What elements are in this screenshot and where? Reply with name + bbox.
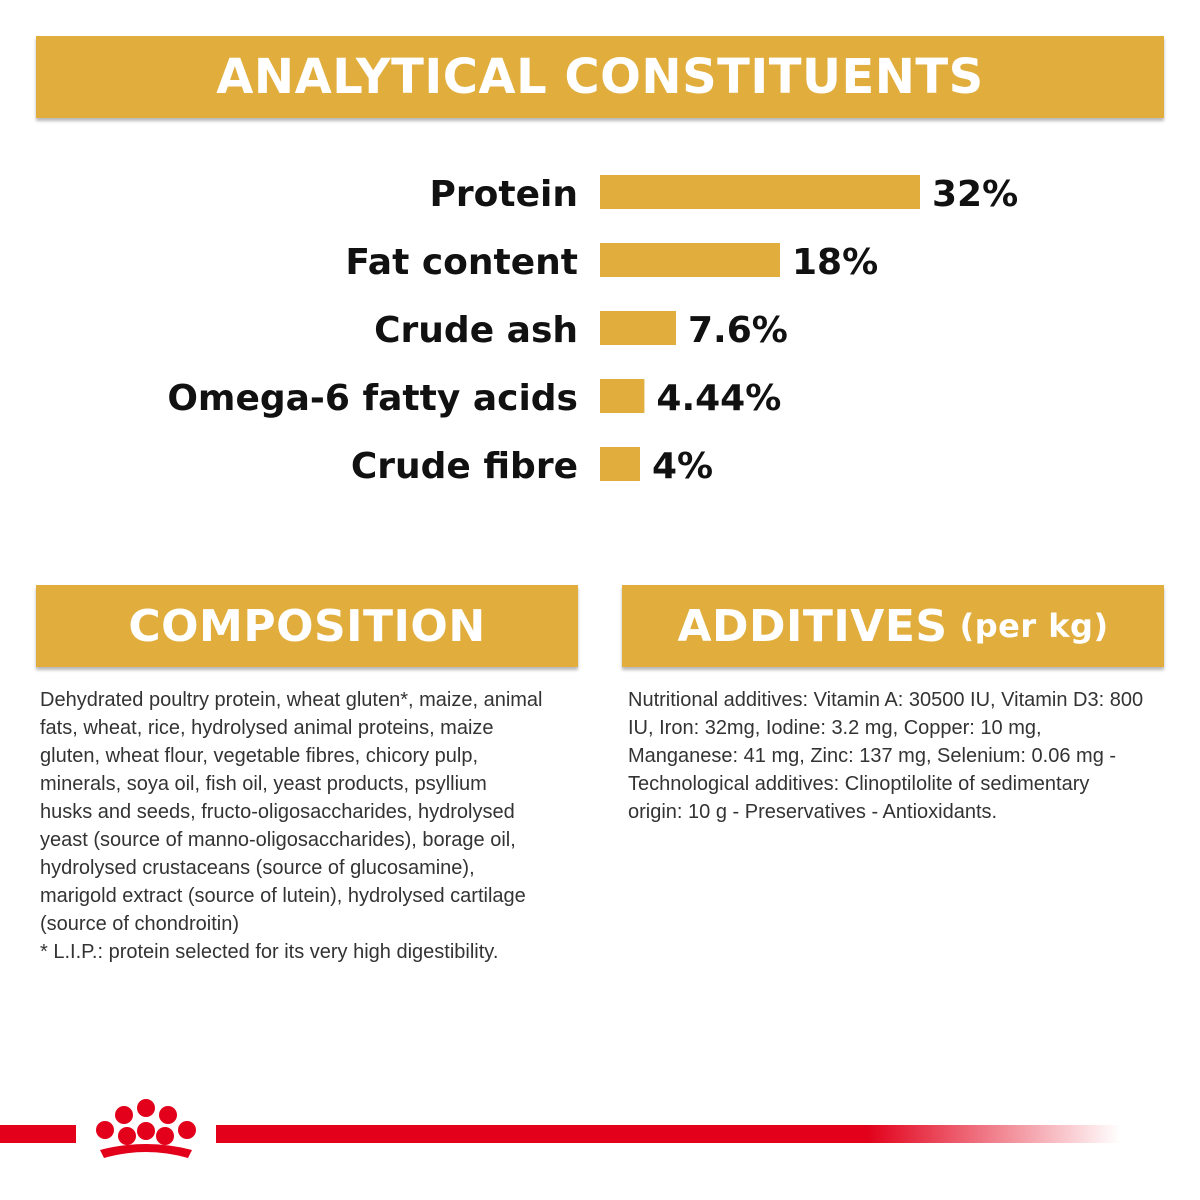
bar xyxy=(600,379,645,413)
bar xyxy=(600,243,780,277)
composition-text-line: * L.I.P.: protein selected for its very … xyxy=(40,941,499,963)
additives-text-line: Technological additives: Clinoptilolite … xyxy=(628,773,1090,795)
composition-text-line: fats, wheat, rice, hydrolysed animal pro… xyxy=(40,717,494,739)
additives-banner: ADDITIVES (per kg) xyxy=(622,585,1164,667)
composition-text: Dehydrated poultry protein, wheat gluten… xyxy=(40,686,580,966)
value-label: 18% xyxy=(792,242,878,283)
composition-text-line: gluten, wheat flour, vegetable fibres, c… xyxy=(40,745,479,767)
composition-text-line: Dehydrated poultry protein, wheat gluten… xyxy=(40,689,543,711)
category-label: Crude ash xyxy=(374,310,578,351)
composition-text-line: husks and seeds, fructo-oligosaccharides… xyxy=(40,801,515,823)
category-label: Protein xyxy=(430,174,578,215)
footer-line-right xyxy=(216,1125,1120,1143)
composition-text-line: (source of chondroitin) xyxy=(40,913,239,935)
category-label: Fat content xyxy=(345,242,578,283)
brand-footer xyxy=(0,1099,1120,1158)
analytical-constituents-title: ANALYTICAL CONSTITUENTS xyxy=(216,49,984,105)
bar xyxy=(600,311,676,345)
composition-banner: COMPOSITION xyxy=(36,585,578,667)
analytical-constituents-banner: ANALYTICAL CONSTITUENTS xyxy=(36,36,1164,118)
composition-title: COMPOSITION xyxy=(128,600,486,652)
additives-text-line: Nutritional additives: Vitamin A: 30500 … xyxy=(628,689,1144,711)
composition-text-line: yeast (source of manno-oligosaccharides)… xyxy=(40,829,516,851)
additives-text: Nutritional additives: Vitamin A: 30500 … xyxy=(628,686,1168,826)
value-label: 4.44% xyxy=(656,378,781,419)
value-label: 32% xyxy=(932,174,1018,215)
bar xyxy=(600,447,640,481)
category-label: Omega-6 fatty acids xyxy=(167,378,578,419)
additives-title-suffix: (per kg) xyxy=(959,607,1109,645)
value-label: 7.6% xyxy=(688,310,788,351)
royal-canin-crown-icon xyxy=(96,1099,196,1158)
value-label: 4% xyxy=(652,446,713,487)
composition-text-line: hydrolysed crustaceans (source of glucos… xyxy=(40,857,475,879)
footer-line-left xyxy=(0,1125,76,1143)
analytical-bar-chart: Protein 32% Fat content 18% Crude ash 7.6% Ome… xyxy=(167,174,1018,487)
bar xyxy=(600,175,920,209)
composition-text-line: marigold extract (source of lutein), hyd… xyxy=(40,885,526,907)
additives-text-line: IU, Iron: 32mg, Iodine: 3.2 mg, Copper: … xyxy=(628,717,1042,739)
additives-text-line: Manganese: 41 mg, Zinc: 137 mg, Selenium… xyxy=(628,745,1117,767)
category-label: Crude fibre xyxy=(351,446,578,487)
additives-text-line: origin: 10 g - Preservatives - Antioxida… xyxy=(628,801,998,823)
additives-title: ADDITIVES xyxy=(677,600,948,652)
composition-text-line: minerals, soya oil, fish oil, yeast prod… xyxy=(40,773,487,795)
